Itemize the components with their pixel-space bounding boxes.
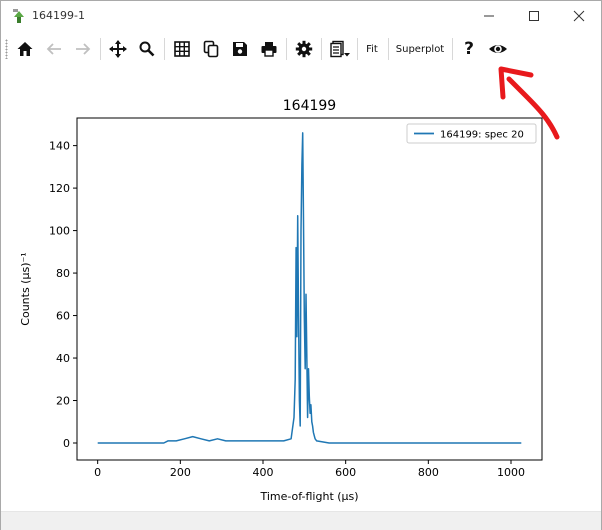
title-bar[interactable]: 164199-1 — [1, 1, 601, 31]
y-tick-label: 140 — [49, 140, 70, 153]
y-tick-label: 120 — [49, 182, 70, 195]
save-icon — [233, 42, 247, 56]
x-tick-label: 600 — [335, 466, 356, 479]
app-icon — [13, 9, 24, 23]
waterfall-icon — [330, 40, 350, 58]
settings-button[interactable] — [292, 37, 316, 61]
copy-icon — [203, 40, 219, 58]
save-button[interactable] — [228, 37, 252, 61]
pan-icon — [109, 40, 127, 58]
pan-button[interactable] — [106, 37, 130, 61]
toolbar-separator — [452, 38, 453, 60]
home-icon — [17, 42, 33, 56]
plot-toolbar: Fit Superplot ? — [1, 33, 601, 63]
eye-icon — [489, 45, 507, 53]
x-tick-label: 800 — [418, 466, 439, 479]
toolbar-separator — [388, 38, 389, 60]
copy-button[interactable] — [199, 37, 223, 61]
print-button[interactable] — [257, 37, 281, 61]
status-bar — [1, 511, 601, 530]
minimize-button[interactable] — [466, 1, 511, 31]
settings-icon — [295, 40, 313, 58]
y-tick-label: 100 — [49, 225, 70, 238]
y-axis-label: Counts (μs)⁻¹ — [19, 252, 32, 325]
line-chart[interactable]: 0 200 400 600 800 1000 0 20 40 60 80 100 120 140 16419… — [1, 63, 601, 509]
series-line — [97, 132, 522, 444]
back-icon — [46, 43, 61, 55]
toolbar-separator — [100, 38, 101, 60]
toolbar-separator — [286, 38, 287, 60]
toolbar-separator — [321, 38, 322, 60]
y-tick-label: 80 — [56, 267, 70, 280]
zoom-icon — [139, 41, 155, 57]
home-button[interactable] — [13, 37, 37, 61]
minimize-icon — [483, 15, 494, 17]
y-tick-label: 0 — [63, 437, 70, 450]
back-button[interactable] — [42, 37, 66, 61]
forward-button[interactable] — [71, 37, 95, 61]
y-tick-label: 20 — [56, 395, 70, 408]
legend-box — [406, 123, 537, 144]
legend-label: 164199: spec 20 — [440, 130, 524, 141]
y-tick-label: 60 — [56, 310, 70, 323]
fit-button[interactable]: Fit — [366, 43, 378, 55]
annotation-arrow — [498, 66, 560, 140]
x-tick-label: 1000 — [497, 466, 525, 479]
waterfall-button[interactable] — [327, 37, 353, 61]
plot-canvas[interactable]: 0 200 400 600 800 1000 0 20 40 60 80 100 120 140 16419… — [1, 63, 601, 509]
toolbar-separator — [357, 38, 358, 60]
close-icon — [573, 10, 584, 22]
grid-icon — [174, 41, 190, 57]
hide-plot-button[interactable] — [486, 37, 510, 61]
toolbar-separator — [164, 38, 165, 60]
superplot-button[interactable]: Superplot — [395, 43, 445, 55]
maximize-button[interactable] — [511, 1, 556, 31]
y-tick-label: 40 — [56, 352, 70, 365]
help-icon: ? — [464, 39, 474, 59]
print-icon — [261, 42, 277, 57]
x-tick-label: 200 — [170, 466, 191, 479]
toolbar-grip[interactable] — [5, 39, 8, 59]
zoom-button[interactable] — [135, 37, 159, 61]
x-axis-label: Time-of-flight (μs) — [259, 490, 358, 503]
data-table-button[interactable] — [170, 37, 194, 61]
chart-title: 164199 — [283, 98, 336, 114]
forward-icon — [76, 43, 91, 55]
x-tick-label: 400 — [253, 466, 274, 479]
x-tick-label: 0 — [94, 466, 101, 479]
maximize-icon — [528, 11, 539, 21]
help-button[interactable]: ? — [457, 37, 481, 61]
window-title: 164199-1 — [32, 9, 85, 22]
plot-frame — [76, 117, 543, 461]
close-button[interactable] — [556, 1, 601, 31]
